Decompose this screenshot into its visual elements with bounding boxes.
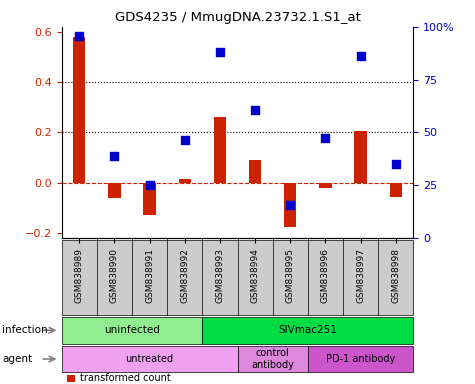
- Point: [322, 134, 329, 141]
- Text: untreated: untreated: [125, 354, 174, 364]
- Point: [286, 202, 294, 209]
- Point: [181, 137, 189, 143]
- Text: infection: infection: [2, 325, 48, 335]
- Bar: [143, 183, 156, 215]
- Bar: [354, 131, 367, 183]
- Text: uninfected: uninfected: [104, 325, 160, 335]
- Text: agent: agent: [2, 354, 32, 364]
- Bar: [214, 118, 226, 183]
- Point: [251, 107, 259, 113]
- Text: transformed count: transformed count: [80, 373, 171, 383]
- Point: [111, 153, 118, 159]
- Point: [76, 33, 83, 39]
- Bar: [108, 183, 121, 198]
- Title: GDS4235 / MmugDNA.23732.1.S1_at: GDS4235 / MmugDNA.23732.1.S1_at: [114, 11, 361, 24]
- Bar: [319, 183, 332, 188]
- Bar: [249, 160, 261, 183]
- Point: [216, 49, 224, 55]
- Point: [392, 161, 399, 167]
- Bar: [73, 37, 86, 183]
- Point: [357, 53, 364, 59]
- Text: control
antibody: control antibody: [251, 348, 294, 370]
- Bar: [284, 183, 296, 227]
- Text: PD-1 antibody: PD-1 antibody: [326, 354, 395, 364]
- Bar: [179, 179, 191, 183]
- Bar: [390, 183, 402, 197]
- Text: SIVmac251: SIVmac251: [278, 325, 337, 335]
- Point: [146, 182, 153, 188]
